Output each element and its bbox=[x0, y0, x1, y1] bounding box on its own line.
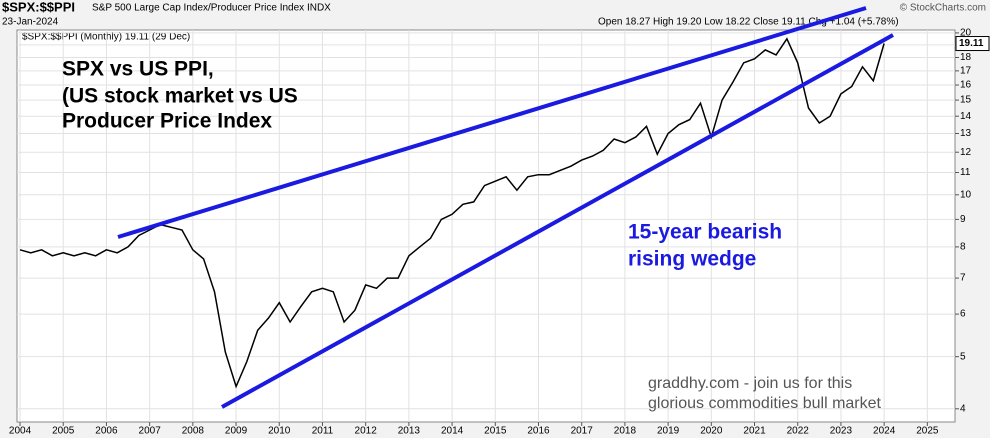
x-tick-label: 2011 bbox=[312, 426, 334, 437]
y-tick-label: 15 bbox=[960, 95, 972, 106]
last-value-box bbox=[955, 36, 990, 52]
x-tick-label: 2010 bbox=[268, 426, 291, 437]
x-tick-label: 2023 bbox=[830, 426, 853, 437]
y-tick-label: 14 bbox=[960, 111, 972, 122]
x-tick-label: 2020 bbox=[700, 426, 723, 437]
y-tick-label: 12 bbox=[960, 147, 972, 158]
y-tick-label: 20 bbox=[960, 28, 972, 39]
x-tick-label: 2014 bbox=[441, 426, 464, 437]
wedge-lower-line bbox=[221, 33, 894, 409]
x-tick-label: 2024 bbox=[873, 426, 896, 437]
y-tick-label: 10 bbox=[960, 189, 972, 200]
x-tick-label: 2006 bbox=[95, 426, 118, 437]
y-tick-label: 7 bbox=[960, 273, 966, 284]
annotation: (US stock market vs US bbox=[62, 85, 298, 108]
x-tick-label: 2025 bbox=[916, 426, 939, 437]
annotation: glorious commodities bull market bbox=[648, 395, 882, 412]
y-tick-label: 6 bbox=[960, 309, 966, 320]
annotation: graddhy.com - join us for this bbox=[648, 375, 852, 392]
x-tick-label: 2012 bbox=[355, 426, 378, 437]
chart-date: 23-Jan-2024 bbox=[2, 17, 59, 28]
x-tick-label: 2016 bbox=[527, 426, 550, 437]
y-tick-label: 13 bbox=[960, 128, 972, 139]
x-tick-label: 2005 bbox=[52, 426, 75, 437]
x-tick-label: 2004 bbox=[9, 426, 32, 437]
x-tick-label: 2019 bbox=[657, 426, 680, 437]
y-tick-label: 11 bbox=[960, 167, 971, 178]
y-tick-label: 17 bbox=[960, 65, 972, 76]
wedge-upper-line bbox=[117, 6, 867, 239]
y-tick-label: 5 bbox=[960, 351, 966, 362]
x-tick-label: 2017 bbox=[571, 426, 594, 437]
x-tick-label: 2013 bbox=[398, 426, 421, 437]
price-line bbox=[19, 37, 885, 389]
x-tick-label: 2007 bbox=[139, 426, 162, 437]
x-tick-label: 2009 bbox=[225, 426, 248, 437]
chart-title: $SPX:$$PPI bbox=[2, 0, 75, 14]
chart-subtitle: S&P 500 Large Cap Index/Producer Price I… bbox=[92, 3, 331, 14]
y-tick-label: 4 bbox=[960, 403, 966, 414]
x-tick-label: 2021 bbox=[743, 426, 766, 437]
x-tick-label: 2018 bbox=[614, 426, 637, 437]
annotation: Producer Price Index bbox=[62, 110, 272, 133]
y-tick-label: 9 bbox=[960, 214, 966, 225]
x-tick-label: 2015 bbox=[484, 426, 507, 437]
y-tick-label: 8 bbox=[960, 242, 966, 253]
annotation: rising wedge bbox=[628, 248, 756, 271]
source: © StockCharts.com bbox=[900, 3, 986, 14]
x-tick-label: 2022 bbox=[787, 426, 810, 437]
quote: Open 18.27 High 19.20 Low 18.22 Close 19… bbox=[598, 17, 899, 28]
annotation: 15-year bearish bbox=[628, 221, 782, 244]
x-tick-label: 2008 bbox=[182, 426, 205, 437]
y-tick-label: 16 bbox=[960, 80, 972, 91]
y-tick-label: 18 bbox=[960, 52, 972, 63]
last-value-label: 19.11 bbox=[959, 38, 984, 49]
annotation: SPX vs US PPI, bbox=[62, 58, 214, 81]
